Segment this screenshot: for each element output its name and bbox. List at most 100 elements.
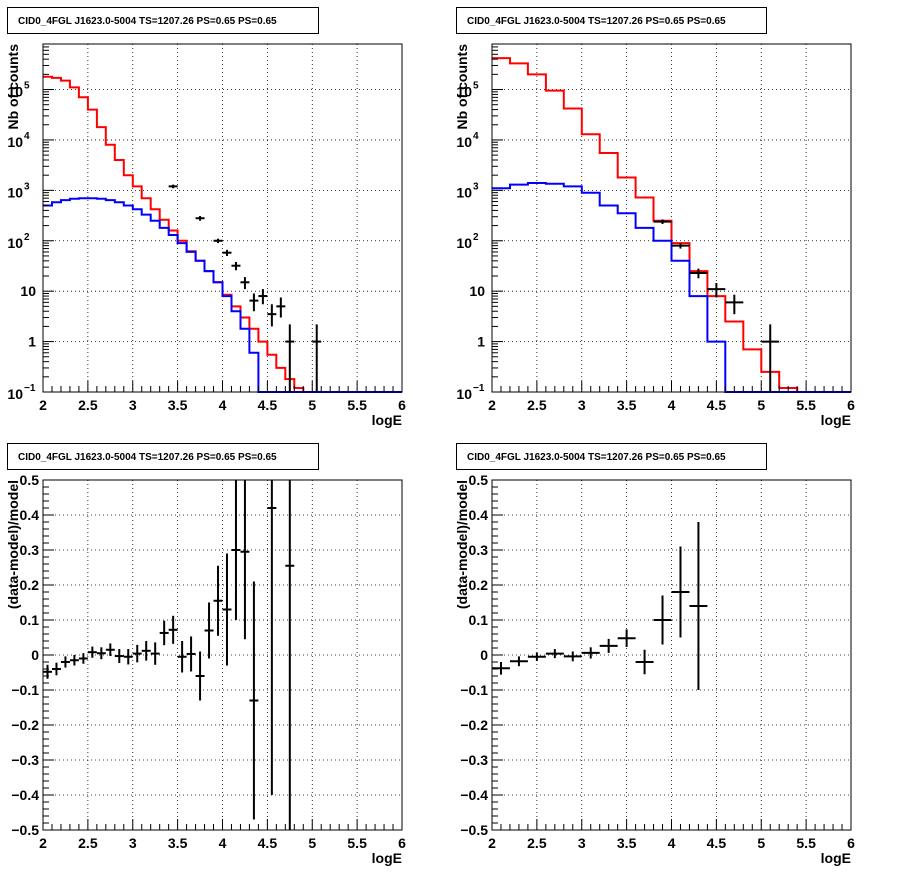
- x-tick-label: 5: [308, 397, 316, 413]
- y-tick-exponent: 3: [24, 181, 30, 192]
- y-tick-mantissa: 10: [456, 386, 472, 402]
- x-tick-label: 5.5: [796, 397, 816, 413]
- title-box: [456, 7, 767, 34]
- x-tick-label: 6: [398, 397, 406, 413]
- data-point: [276, 297, 286, 318]
- data-point: [635, 649, 654, 675]
- y-tick-label: 0.5: [20, 472, 40, 488]
- y-tick-label: 10: [469, 283, 485, 299]
- y-tick-exponent: 4: [24, 131, 30, 142]
- y-tick-label: 10 2: [456, 232, 479, 251]
- data-point: [87, 646, 97, 658]
- y-tick-exponent: 4: [473, 131, 479, 142]
- data-point: [258, 289, 268, 305]
- panel-residuals-coarse: CID0_4FGL J1623.0-5004 TS=1207.26 PS=0.6…: [454, 443, 855, 866]
- y-tick-mantissa: 10: [469, 283, 485, 299]
- data-point: [195, 215, 205, 221]
- model-source-histogram: [43, 197, 402, 393]
- y-tick-label: 10 4: [456, 131, 479, 150]
- x-tick-label: 4: [668, 397, 676, 413]
- y-tick-mantissa: 10: [456, 134, 472, 150]
- y-tick-label: −0.2: [11, 717, 39, 733]
- x-tick-label: 5.5: [347, 397, 367, 413]
- y-axis-label: Nb of counts: [5, 44, 21, 130]
- y-tick-mantissa: 10: [7, 235, 23, 251]
- y-tick-label: 0.4: [20, 507, 40, 523]
- data-point: [249, 293, 259, 312]
- y-tick-label: 0: [31, 647, 39, 663]
- data-point: [132, 644, 142, 663]
- x-tick-label: 6: [398, 835, 406, 851]
- panel-counts-coarse: CID0_4FGL J1623.0-5004 TS=1207.26 PS=0.6…: [454, 7, 855, 428]
- data-point: [689, 522, 708, 690]
- x-tick-label: 4.5: [707, 835, 727, 851]
- data-point: [105, 643, 115, 657]
- x-tick-label: 3: [129, 397, 137, 413]
- data-point: [312, 324, 322, 392]
- x-tick-label: 5: [308, 835, 316, 851]
- y-tick-label: 0.5: [469, 472, 489, 488]
- y-tick-exponent: −1: [24, 383, 36, 394]
- x-tick-label: 4: [219, 835, 227, 851]
- data-point: [222, 553, 232, 666]
- data-point: [96, 647, 106, 660]
- x-tick-label: 3.5: [617, 397, 637, 413]
- data-point: [43, 664, 52, 679]
- y-axis-label: Nb of counts: [454, 44, 470, 130]
- y-tick-label: −0.5: [11, 822, 39, 838]
- y-tick-label: 0.2: [469, 577, 489, 593]
- data-point: [617, 629, 636, 647]
- y-tick-label: 0.3: [20, 542, 40, 558]
- y-tick-label: −0.4: [11, 787, 39, 803]
- x-tick-label: 6: [847, 835, 855, 851]
- data-point: [159, 620, 169, 646]
- x-tick-label: 2.5: [527, 397, 547, 413]
- data-point: [195, 651, 205, 701]
- data-point: [177, 641, 187, 673]
- data-point: [114, 649, 124, 664]
- data-point: [653, 219, 672, 225]
- y-tick-label: 10 4: [7, 131, 30, 150]
- y-tick-label: 1: [28, 334, 36, 350]
- y-tick-exponent: 2: [24, 232, 30, 243]
- x-tick-label: 2: [39, 835, 47, 851]
- data-point: [725, 294, 744, 315]
- y-tick-mantissa: 1: [477, 334, 485, 350]
- y-tick-label: 1: [477, 334, 485, 350]
- x-tick-label: 2.5: [78, 397, 98, 413]
- x-axis-label: logE: [372, 850, 402, 866]
- y-tick-exponent: 2: [473, 232, 479, 243]
- y-tick-label: −0.3: [11, 752, 39, 768]
- data-point: [213, 565, 223, 636]
- x-tick-label: 3.5: [617, 835, 637, 851]
- y-tick-label: 10 5: [7, 81, 30, 100]
- x-tick-label: 3: [129, 835, 137, 851]
- y-tick-mantissa: 10: [7, 386, 23, 402]
- data-point: [509, 656, 528, 667]
- y-axis-label: (data-model)/model: [5, 480, 21, 609]
- data-point: [150, 642, 160, 665]
- data-point: [707, 283, 726, 298]
- data-point: [141, 641, 151, 661]
- data-point: [492, 662, 510, 675]
- data-point: [60, 656, 70, 668]
- x-tick-label: 5: [757, 397, 765, 413]
- x-tick-label: 3: [578, 397, 586, 413]
- x-tick-label: 2.5: [527, 835, 547, 851]
- data-point: [599, 638, 618, 653]
- x-tick-label: 5: [757, 835, 765, 851]
- data-point: [249, 581, 259, 820]
- y-tick-label: −0.2: [460, 717, 488, 733]
- y-tick-label: −0.5: [460, 822, 488, 838]
- data-point: [168, 615, 178, 644]
- y-tick-mantissa: 10: [456, 184, 472, 200]
- y-tick-label: 10 3: [7, 181, 30, 200]
- x-axis-label: logE: [821, 850, 851, 866]
- y-tick-mantissa: 10: [456, 84, 472, 100]
- data-point: [581, 647, 600, 659]
- x-tick-label: 5.5: [347, 835, 367, 851]
- data-point: [222, 249, 232, 256]
- data-point: [285, 324, 295, 392]
- data-point: [240, 480, 250, 640]
- y-tick-mantissa: 10: [7, 184, 23, 200]
